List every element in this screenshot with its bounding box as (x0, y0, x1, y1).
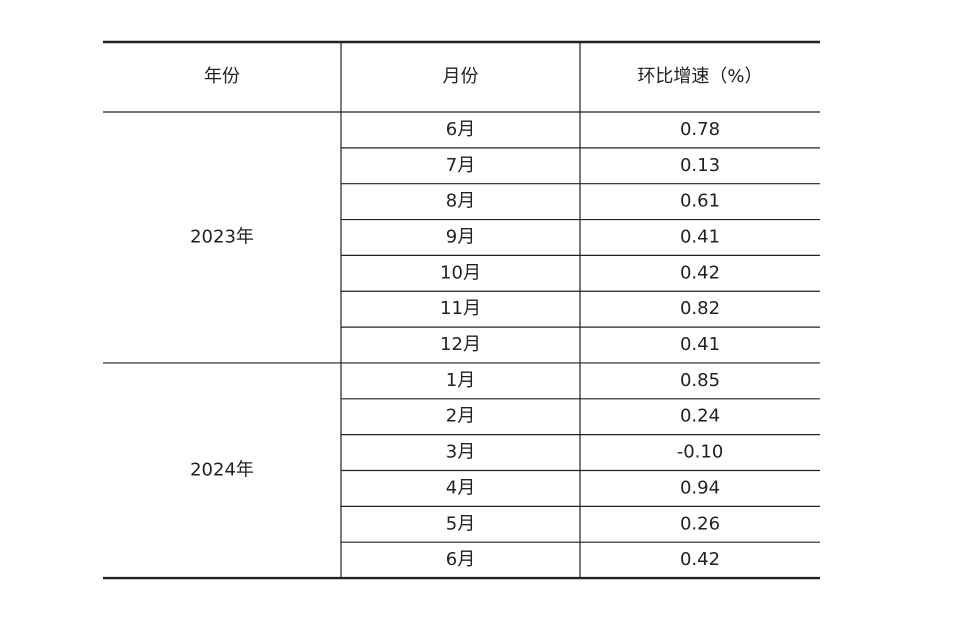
header-cell: 年份 (204, 66, 240, 87)
header-cell: 环比增速（%） (637, 66, 762, 87)
month-cell: 11月 (440, 298, 481, 319)
month-cell: 1月 (446, 370, 475, 391)
value-cell: 0.85 (680, 370, 720, 391)
value-cell: 0.42 (680, 549, 720, 570)
month-cell: 2月 (446, 406, 475, 427)
month-cell: 12月 (440, 334, 481, 355)
month-cell: 8月 (446, 191, 475, 212)
year-cell: 2024年 (190, 460, 254, 481)
value-cell: 0.41 (680, 334, 720, 355)
month-cell: 9月 (446, 226, 475, 247)
value-cell: 0.82 (680, 298, 720, 319)
value-cell: 0.13 (680, 155, 720, 176)
value-cell: 0.41 (680, 226, 720, 247)
value-cell: 0.26 (680, 513, 720, 534)
value-cell: 0.61 (680, 191, 720, 212)
month-cell: 6月 (446, 549, 475, 570)
value-cell: 0.78 (680, 119, 720, 140)
value-cell: 0.24 (680, 406, 720, 427)
header-cell: 月份 (443, 66, 479, 87)
month-cell: 5月 (446, 513, 475, 534)
month-cell: 7月 (446, 155, 475, 176)
month-cell: 3月 (446, 442, 475, 463)
value-cell: 0.94 (680, 477, 720, 498)
year-cell: 2023年 (190, 226, 254, 247)
month-cell: 4月 (446, 477, 475, 498)
value-cell: 0.42 (680, 262, 720, 283)
month-cell: 6月 (446, 119, 475, 140)
month-cell: 10月 (440, 262, 481, 283)
value-cell: -0.10 (677, 442, 724, 463)
